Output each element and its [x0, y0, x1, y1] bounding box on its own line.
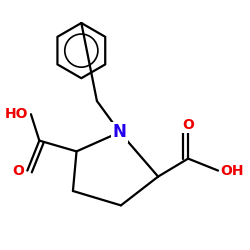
Text: OH: OH	[220, 164, 244, 177]
Text: O: O	[12, 164, 24, 177]
Text: HO: HO	[5, 107, 28, 121]
Text: O: O	[182, 118, 194, 132]
Text: N: N	[113, 123, 127, 141]
